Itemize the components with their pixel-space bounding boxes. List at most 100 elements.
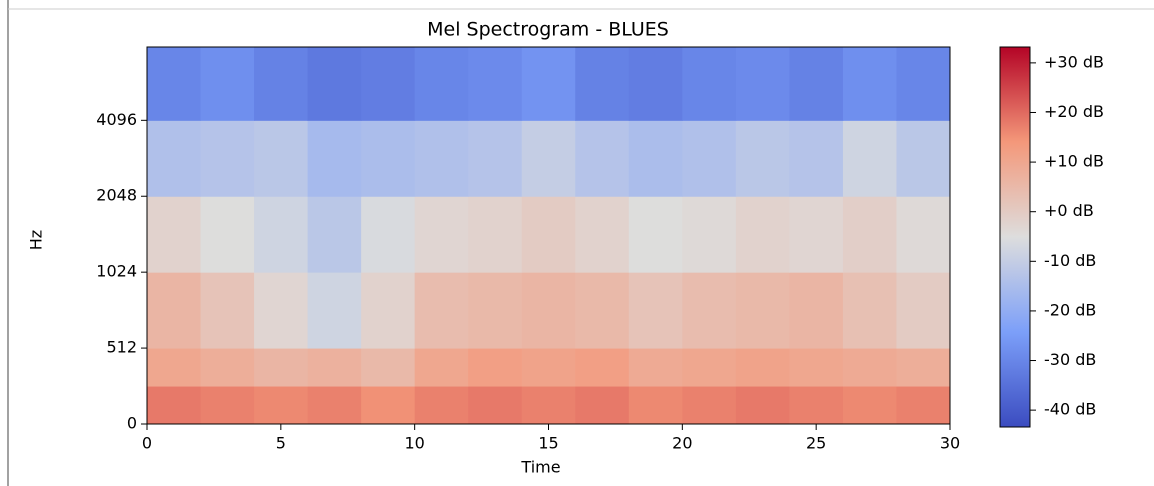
x-axis-label: Time <box>520 458 560 477</box>
heatmap-cell <box>575 348 630 387</box>
heatmap-cell <box>735 386 790 425</box>
heatmap-cell <box>842 348 897 387</box>
heatmap-cell <box>896 196 951 273</box>
heatmap-cell <box>575 47 630 121</box>
heatmap-cell <box>735 196 790 273</box>
heatmap-cell <box>842 120 897 197</box>
heatmap-cell <box>842 272 897 349</box>
heatmap-cell <box>735 348 790 387</box>
y-tick-label: 512 <box>106 338 137 357</box>
heatmap-cell <box>896 386 951 425</box>
heatmap-cell <box>307 196 362 273</box>
heatmap-cell <box>200 272 255 349</box>
heatmap-cell <box>147 196 202 273</box>
x-tick-label: 0 <box>142 434 152 453</box>
heatmap-cell <box>254 386 309 425</box>
heatmap-cell <box>361 196 416 273</box>
heatmap-cell <box>628 196 683 273</box>
y-tick-label: 2048 <box>96 186 137 205</box>
colorbar-tick-label: -10 dB <box>1044 251 1096 270</box>
heatmap-cell <box>789 348 844 387</box>
heatmap-cell <box>414 348 469 387</box>
colorbar-tick-label: -20 dB <box>1044 300 1096 319</box>
heatmap-cell <box>147 348 202 387</box>
heatmap-cell <box>521 196 576 273</box>
heatmap-cell <box>521 47 576 121</box>
heatmap-cell <box>842 386 897 425</box>
x-tick-label: 20 <box>672 434 692 453</box>
heatmap-cell <box>896 120 951 197</box>
heatmap-cell <box>361 120 416 197</box>
heatmap-cell <box>254 348 309 387</box>
heatmap-cell <box>575 196 630 273</box>
heatmap-cell <box>575 272 630 349</box>
heatmap-cell <box>200 386 255 425</box>
heatmap-cell <box>414 47 469 121</box>
heatmap-cell <box>842 196 897 273</box>
colorbar-tick-label: -30 dB <box>1044 350 1096 369</box>
heatmap-cell <box>789 120 844 197</box>
heatmap-cell <box>468 196 523 273</box>
heatmap-cell <box>628 348 683 387</box>
heatmap-cell <box>682 47 737 121</box>
heatmap-cell <box>628 120 683 197</box>
heatmap-cell <box>735 120 790 197</box>
heatmap-cell <box>361 47 416 121</box>
heatmap-cell <box>575 120 630 197</box>
heatmap-cell <box>789 47 844 121</box>
x-tick-label: 25 <box>806 434 826 453</box>
heatmap-cell <box>414 196 469 273</box>
x-tick-label: 5 <box>276 434 286 453</box>
colorbar-tick-label: +20 dB <box>1044 102 1104 121</box>
x-tick-label: 15 <box>538 434 558 453</box>
heatmap-cell <box>468 47 523 121</box>
heatmap-cell <box>735 47 790 121</box>
x-tick-label: 10 <box>404 434 424 453</box>
y-tick-label: 4096 <box>96 110 137 129</box>
heatmap-cell <box>254 196 309 273</box>
heatmap-cell <box>521 348 576 387</box>
heatmap-cell <box>521 120 576 197</box>
heatmap-cell <box>468 348 523 387</box>
heatmap-cell <box>361 272 416 349</box>
colorbar-tick-label: +30 dB <box>1044 52 1104 71</box>
y-tick-label: 0 <box>127 414 137 433</box>
heatmap-cell <box>575 386 630 425</box>
heatmap-cell <box>200 120 255 197</box>
colorbar <box>999 46 1031 428</box>
heatmap-cell <box>307 120 362 197</box>
heatmap-cell <box>896 272 951 349</box>
heatmap-cell <box>468 272 523 349</box>
heatmap-cell <box>735 272 790 349</box>
heatmap-cell <box>789 196 844 273</box>
heatmap-cell <box>361 386 416 425</box>
heatmap-cell <box>307 348 362 387</box>
y-tick-label: 1024 <box>96 262 137 281</box>
heatmap-cell <box>307 47 362 121</box>
heatmap-cell <box>414 120 469 197</box>
y-axis-label: Hz <box>27 230 46 250</box>
heatmap-cell <box>147 386 202 425</box>
heatmap-cell <box>521 386 576 425</box>
heatmap-cell <box>147 47 202 121</box>
x-tick-label: 30 <box>940 434 960 453</box>
heatmap-cell <box>628 47 683 121</box>
heatmap-cell <box>682 196 737 273</box>
heatmap-cell <box>628 386 683 425</box>
heatmap-cell <box>361 348 416 387</box>
heatmap-cell <box>307 272 362 349</box>
heatmap-cell <box>307 386 362 425</box>
heatmap-cell <box>789 386 844 425</box>
colorbar-tick-label: -40 dB <box>1044 400 1096 419</box>
heatmap-cell <box>414 272 469 349</box>
heatmap-cell <box>254 120 309 197</box>
heatmap-cell <box>200 196 255 273</box>
colorbar-tick-label: +10 dB <box>1044 152 1104 171</box>
heatmap-cell <box>147 272 202 349</box>
heatmap-cell <box>414 386 469 425</box>
colorbar-tick-label: +0 dB <box>1044 201 1094 220</box>
heatmap-cell <box>789 272 844 349</box>
heatmap-cell <box>147 120 202 197</box>
heatmap-cell <box>682 386 737 425</box>
